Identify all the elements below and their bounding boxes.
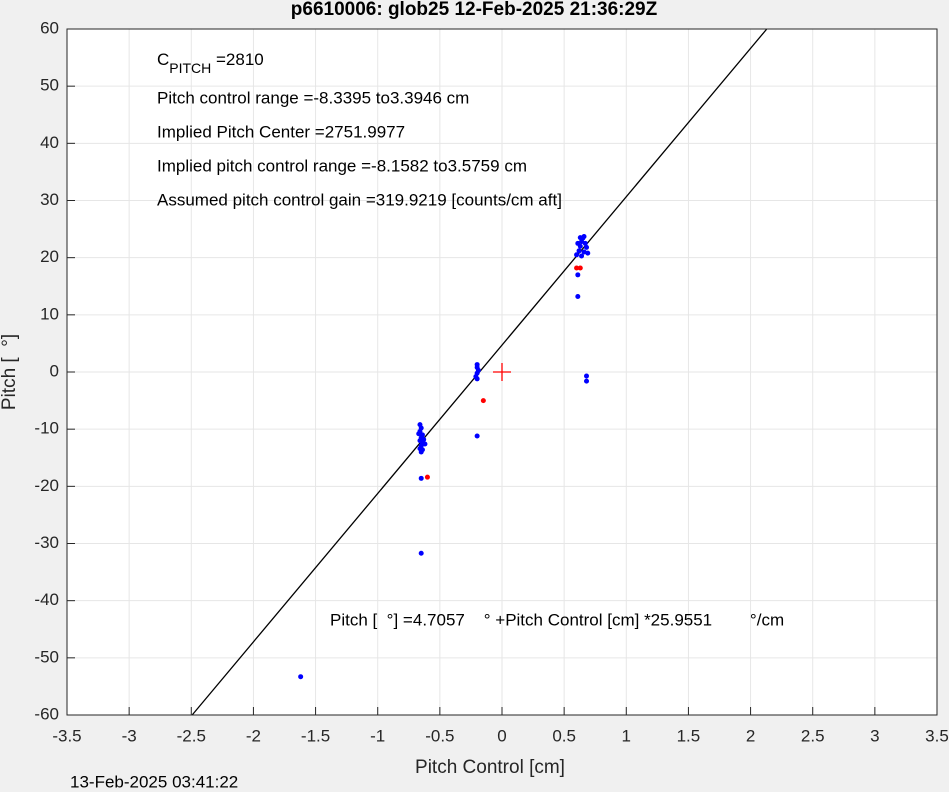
point (575, 294, 581, 300)
point (577, 265, 583, 271)
y-tick-label: 60 (40, 18, 59, 37)
point (480, 398, 486, 404)
y-tick-label: 50 (40, 76, 59, 95)
annotation: Implied Pitch Center =2751.9977 (157, 122, 405, 141)
point (577, 235, 583, 241)
x-tick-label: 1.5 (677, 726, 701, 745)
y-tick-label: 30 (40, 190, 59, 209)
point (584, 373, 590, 379)
y-tick-label: 10 (40, 304, 59, 323)
x-tick-label: 3.5 (925, 726, 949, 745)
y-tick-label: -20 (34, 476, 59, 495)
x-tick-label: 2 (746, 726, 755, 745)
point (584, 378, 590, 384)
point (582, 240, 588, 246)
cpitch-symbol: C (157, 50, 169, 69)
annotation: Assumed pitch control gain =319.9219 [co… (157, 190, 562, 209)
point (575, 240, 581, 246)
point (574, 252, 580, 258)
fit-equation: Pitch [ °] =4.7057 ° +Pitch Control [cm]… (330, 610, 784, 629)
point (418, 475, 424, 481)
chart-title: p6610006: glob25 12-Feb-2025 21:36:29Z (291, 0, 658, 20)
y-tick-label: -10 (34, 419, 59, 438)
point (421, 436, 427, 442)
x-tick-label: -3 (122, 726, 137, 745)
point (474, 433, 480, 439)
point (474, 376, 480, 382)
y-tick-label: -60 (34, 704, 59, 723)
x-tick-label: -3.5 (52, 726, 81, 745)
point (581, 249, 587, 255)
center-marker (493, 363, 511, 381)
cpitch-label: CPITCH =2810 (157, 50, 264, 75)
y-axis-label: Pitch [ °] (0, 334, 20, 410)
y-tick-label: 20 (40, 247, 59, 266)
x-axis-label: Pitch Control [cm] (415, 757, 565, 778)
point (574, 265, 580, 271)
y-tick-label: -40 (34, 590, 59, 609)
x-tick-label: 0.5 (552, 726, 576, 745)
point (422, 441, 428, 447)
x-tick-label: 1 (622, 726, 631, 745)
y-tick-label: 0 (50, 361, 59, 380)
cpitch-value: =2810 (211, 50, 263, 69)
y-tick-label: -50 (34, 647, 59, 666)
x-tick-label: -1 (370, 726, 385, 745)
point (424, 474, 430, 480)
point (575, 272, 581, 278)
y-tick-label: 40 (40, 133, 59, 152)
cpitch-subscript: PITCH (169, 60, 211, 76)
x-tick-label: 3 (870, 726, 879, 745)
point (298, 674, 304, 680)
point (576, 248, 582, 254)
point (584, 244, 590, 250)
annotation: Pitch control range =-8.3395 to3.3946 cm (157, 88, 469, 107)
point (418, 550, 424, 556)
point (419, 447, 425, 453)
y-tick-label: -30 (34, 533, 59, 552)
x-tick-label: 2.5 (801, 726, 825, 745)
point (416, 431, 422, 437)
footnote: 13-Feb-2025 03:41:22 (70, 772, 238, 791)
annotation: Implied pitch control range =-8.1582 to3… (157, 156, 527, 175)
point (579, 253, 585, 259)
x-tick-label: 0 (497, 726, 506, 745)
x-tick-label: -2.5 (177, 726, 206, 745)
x-tick-label: -2 (246, 726, 261, 745)
x-tick-label: -0.5 (425, 726, 454, 745)
x-tick-label: -1.5 (301, 726, 330, 745)
